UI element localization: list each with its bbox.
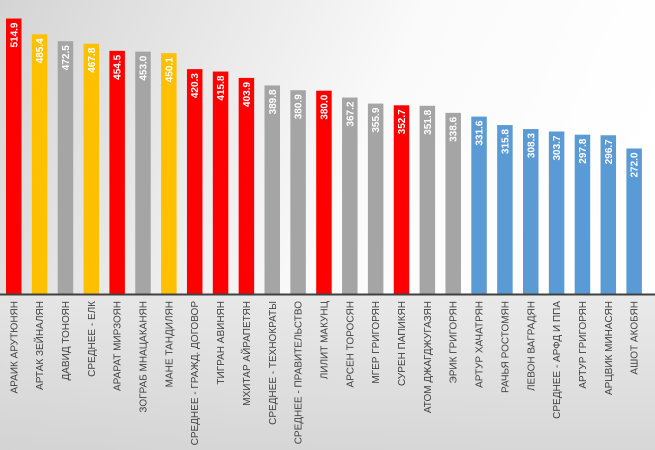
data-label: 351.8 — [423, 109, 434, 134]
category-tick-label: РАЧЬЯ РОСТОМЯН — [500, 301, 511, 393]
data-label: 485.4 — [35, 38, 46, 63]
category-tick-label: МГЕР ГРИГОРЯН — [371, 301, 382, 384]
data-label: 472.5 — [61, 45, 72, 70]
bar — [31, 34, 48, 294]
category-tick-label: МАНЕ ТАНДИЛЯН — [164, 301, 175, 387]
category-tick-label: АРТУР ХАЧАТРЯН — [475, 301, 486, 388]
data-label: 467.8 — [87, 47, 98, 72]
category-tick-label: АРЦВИК МИНАСЯН — [604, 301, 615, 395]
data-label: 296.7 — [604, 139, 615, 164]
bar — [264, 85, 280, 294]
bar — [6, 18, 22, 294]
category-tick-label: СУРЕН ПАПИКЯН — [397, 301, 408, 386]
bar — [57, 41, 74, 295]
bar — [471, 116, 487, 295]
bar — [393, 105, 410, 294]
bar — [212, 71, 229, 294]
bar — [574, 134, 591, 294]
bar — [161, 53, 177, 294]
data-label: 420.3 — [190, 73, 201, 98]
data-label: 454.5 — [113, 54, 124, 79]
data-label: 272.0 — [630, 152, 641, 177]
label-background — [0, 294, 655, 450]
category-tick-label: МХИТАР АЙРАПЕТЯН — [240, 301, 253, 406]
category-tick-label: СРЕДНЕЕ - АРФД И ППА — [552, 301, 563, 419]
data-label: 450.1 — [164, 57, 175, 82]
data-label: 303.7 — [552, 135, 563, 160]
data-label: 355.9 — [371, 107, 382, 132]
bar — [238, 77, 255, 294]
data-label: 453.0 — [139, 55, 150, 80]
category-tick-label: АТОМ ДЖАГДЖУГАЗЯН — [423, 301, 434, 413]
data-label: 297.8 — [578, 138, 589, 163]
data-label: 331.6 — [475, 120, 486, 145]
category-tick-label: АРСЕН ТОРОСЯН — [345, 301, 356, 387]
data-label: 389.8 — [268, 89, 279, 114]
bar — [626, 148, 642, 294]
data-label: 403.9 — [242, 81, 253, 106]
bar — [600, 135, 617, 294]
category-tick-label: АРАРАТ МИРЗОЯН — [113, 301, 124, 391]
category-tick-label: АРТАК ЗЕЙНАЛЯН — [33, 301, 46, 390]
data-label: 308.3 — [526, 133, 537, 158]
bar — [342, 97, 358, 294]
bar — [548, 131, 565, 294]
bar — [445, 112, 461, 294]
category-tick-label: АРАИК АРУТЮНЯН — [9, 301, 20, 393]
category-tick-label: ЭРИК ГРИГОРЯН — [449, 301, 460, 383]
category-tick-label: АШОТ АКОБЯН — [630, 301, 641, 375]
category-tick-label: АРТУР ГРИГОРЯН — [578, 301, 589, 389]
category-tick-label: СРЕДНЕЕ - ЕЛК — [87, 301, 98, 377]
category-tick-label: СРЕДНЕЕ - ПРАВИТЕЛЬСТВО — [294, 301, 305, 445]
data-label: 367.2 — [345, 101, 356, 126]
bar — [497, 125, 513, 294]
data-label: 380.0 — [319, 94, 330, 119]
data-label: 352.7 — [397, 109, 408, 134]
bar — [135, 51, 151, 294]
category-tick-label: ЗОГРАБ МНАЦАКАНЯН — [139, 301, 150, 413]
bar — [367, 103, 384, 294]
bar — [109, 50, 125, 294]
category-tick-label: ЛИЛИТ МАКУНЦ — [319, 300, 330, 379]
bar — [523, 129, 539, 294]
category-tick-label: СРЕДНЕЕ - ГРАЖД. ДОГОВОР — [190, 301, 201, 446]
data-label: 338.6 — [449, 116, 460, 141]
bar — [83, 43, 100, 294]
bar — [419, 105, 436, 294]
category-tick-label: ЛЕВОН ВАГРАДЯН — [526, 301, 537, 391]
data-label: 415.8 — [216, 75, 227, 100]
bar — [290, 90, 306, 294]
data-label: 514.9 — [9, 22, 20, 47]
data-label: 315.8 — [500, 129, 511, 154]
category-tick-label: ТИГРАН АВИНЯН — [216, 301, 227, 385]
category-tick-label: СРЕДНЕЕ - ТЕХНОКРАТЫ — [268, 301, 279, 425]
data-label: 380.9 — [294, 94, 305, 119]
bar — [316, 90, 332, 294]
bar — [186, 69, 203, 295]
category-tick-label: ДАВИД ТОНОЯН — [61, 301, 72, 381]
